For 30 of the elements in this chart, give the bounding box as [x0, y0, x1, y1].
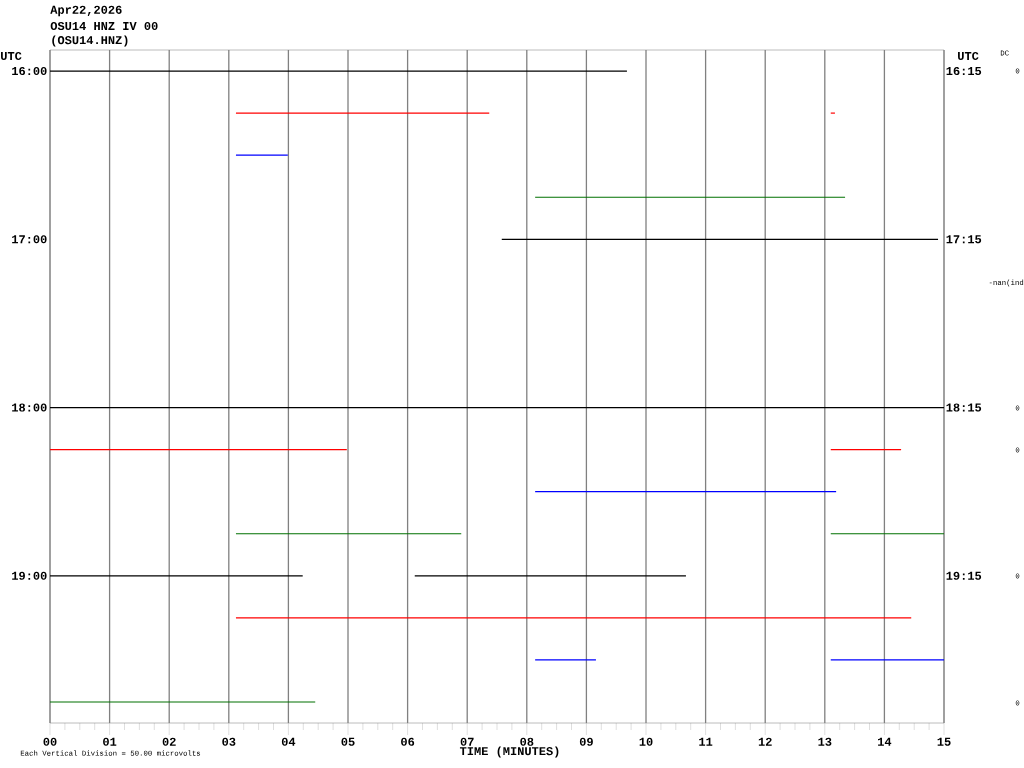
x-tick-label: 12 — [758, 737, 772, 746]
y-tick-label: 18:00 — [12, 403, 47, 412]
y-tick-label: 19:00 — [12, 571, 47, 580]
y2-tick-label: 18:15 — [946, 403, 982, 412]
y2-tick-label: 17:15 — [946, 235, 982, 244]
x-tick-label: 01 — [103, 737, 117, 746]
x-tick-label: 10 — [639, 737, 653, 746]
x-tick-label: 04 — [281, 737, 296, 746]
y-axis-title: UTC — [1, 51, 22, 61]
x-tick-label: 08 — [520, 737, 534, 746]
x-tick-label: 07 — [460, 737, 474, 746]
chart-subtitle: OSU14 HNZ IV 00 — [50, 21, 158, 31]
x-tick-label: 09 — [579, 737, 593, 746]
y2-axis-title: UTC — [958, 51, 979, 61]
x-axis-title: TIME (MINUTES) — [459, 746, 559, 758]
x-tick-label: 05 — [341, 737, 355, 746]
y2-tick-label: 16:15 — [946, 66, 982, 76]
x-tick-label: 13 — [818, 737, 832, 746]
x-tick-label: 11 — [699, 737, 713, 746]
x-tick-label: 00 — [43, 737, 57, 746]
y-tick-label: 16:00 — [12, 66, 47, 76]
text: (OSU14.HNZ) — [52, 35, 128, 47]
x-tick-label: 15 — [937, 737, 951, 746]
x-tick-label: 03 — [222, 737, 236, 746]
x-tick-label: 02 — [162, 737, 176, 746]
x-tick-label: 06 — [401, 737, 415, 746]
y-tick-label: 17:00 — [12, 235, 47, 244]
y2-tick-label: 19:15 — [946, 571, 982, 580]
chart-title: Apr22,2026 — [50, 5, 122, 17]
x-tick-label: 14 — [878, 737, 892, 746]
